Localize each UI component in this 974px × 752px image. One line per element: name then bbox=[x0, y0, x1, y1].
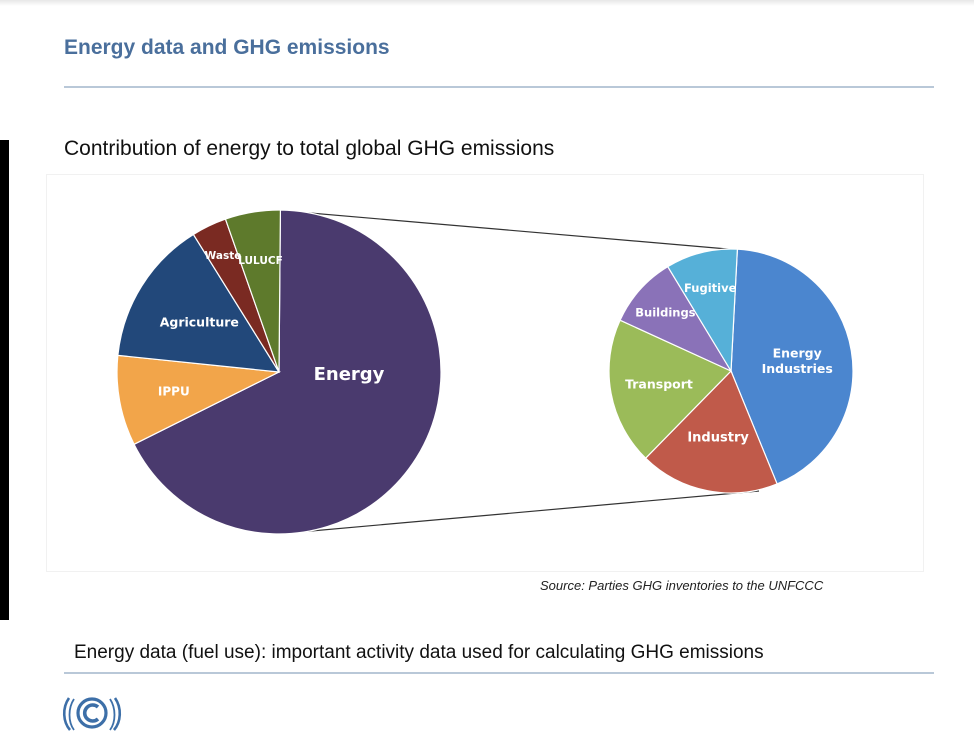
chart-subtitle: Contribution of energy to total global G… bbox=[64, 137, 555, 160]
slide-title: Energy data and GHG emissions bbox=[64, 36, 390, 59]
connector-line-top bbox=[286, 210, 740, 251]
slice-industry bbox=[644, 369, 778, 494]
slice-label-lulucf: LULUCF bbox=[238, 255, 283, 267]
slice-label-waste: Waste bbox=[205, 250, 242, 262]
slice-label-industry: Industry bbox=[687, 430, 749, 445]
slice-label-fugitive: Fugitive bbox=[684, 281, 737, 295]
slice-label-energy: Energy bbox=[314, 364, 385, 385]
slice-label-energy-industries: Energy Industries bbox=[762, 345, 833, 376]
slice-agriculture bbox=[117, 233, 281, 373]
bottom-statement: Energy data (fuel use): important activi… bbox=[74, 642, 764, 663]
energy-breakdown-pie: Energy Industries Industry Transport Buildin… bbox=[608, 248, 854, 494]
slice-label-ippu: IPPU bbox=[158, 384, 190, 398]
left-edge-bar bbox=[0, 140, 9, 620]
slice-label-agriculture: Agriculture bbox=[160, 315, 239, 330]
slice-transport bbox=[608, 319, 733, 460]
slice-label-buildings: Buildings bbox=[635, 306, 695, 320]
unfccc-logo-icon bbox=[60, 686, 124, 747]
slice-ippu bbox=[116, 354, 282, 446]
source-note: Source: Parties GHG inventories to the U… bbox=[540, 578, 824, 593]
connector-line-bottom bbox=[288, 490, 760, 534]
slice-lulucf bbox=[224, 209, 282, 373]
title-divider bbox=[64, 86, 934, 88]
slice-energy bbox=[133, 209, 442, 535]
chart-area: Energy IPPU Agriculture Waste LULUCF Energy In… bbox=[46, 174, 924, 572]
slice-fugitive bbox=[666, 248, 739, 373]
slice-energy-industries bbox=[730, 248, 854, 485]
bottom-divider bbox=[64, 672, 934, 674]
slice-label-transport: Transport bbox=[625, 377, 693, 392]
top-shade bbox=[0, 0, 974, 6]
